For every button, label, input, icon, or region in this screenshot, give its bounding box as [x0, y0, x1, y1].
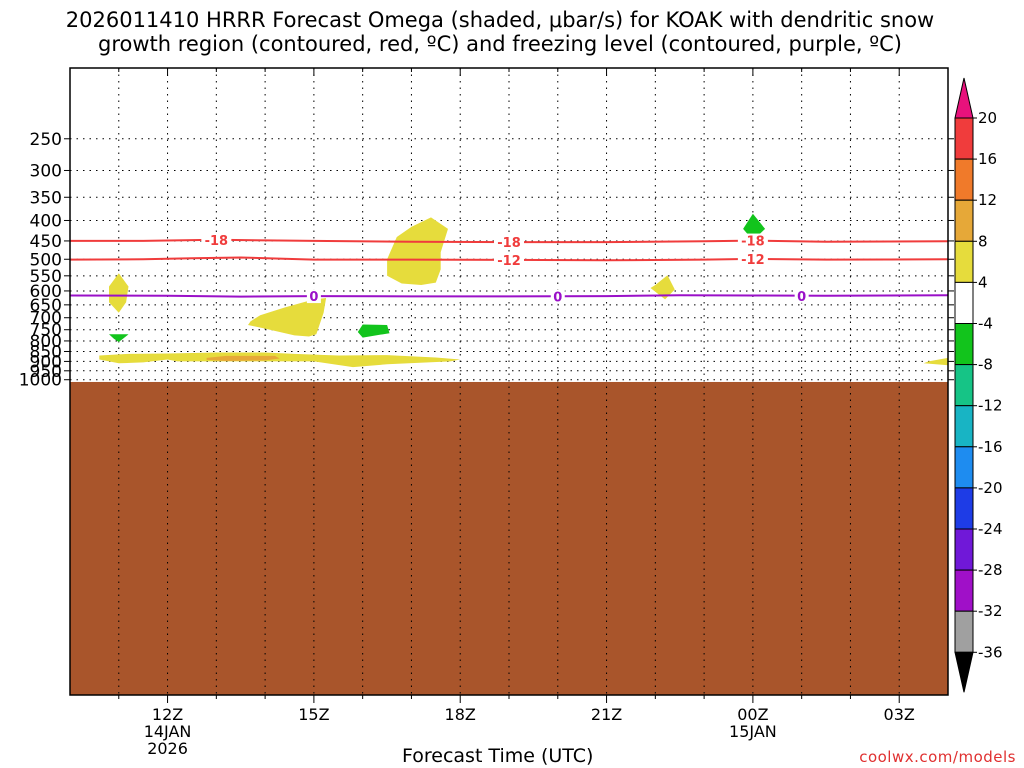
colorbar-label: -24: [978, 520, 1003, 538]
colorbar-label: -28: [978, 561, 1003, 579]
omega-shade: [650, 275, 675, 300]
x-tick-label: 21Z: [591, 705, 622, 724]
colorbar: 20 16 12 8 4 -4 -8 -12 -16 -20 -24 -28 -32 -36: [954, 77, 1003, 693]
y-tick-label: 500: [30, 250, 62, 270]
y-tick-label: 300: [30, 161, 62, 181]
y-tick-label: 600: [30, 282, 62, 302]
colorbar-label: 4: [978, 273, 988, 291]
y-tick-label: 900: [30, 352, 62, 372]
y-tick-label: 400: [30, 211, 62, 231]
colorbar-top-cap: [954, 77, 974, 119]
colorbar-label: -12: [978, 397, 1003, 415]
colorbar-label: -36: [978, 643, 1003, 661]
contour-label: -18: [497, 236, 521, 251]
colorbar-swatch: [954, 528, 974, 571]
ground-band: [70, 381, 948, 695]
colorbar-swatch: [954, 487, 974, 530]
y-tick-label: 950: [30, 362, 62, 382]
title-line-2: growth region (contoured, red, ºC) and f…: [98, 32, 902, 56]
omega-shade: [99, 352, 461, 368]
x-tick-sublabel: 2026: [147, 739, 188, 758]
contour-label: 0: [797, 290, 806, 305]
y-tick-label: 700: [30, 309, 62, 329]
colorbar-label: -16: [978, 438, 1003, 456]
y-tick-label: 800: [30, 332, 62, 352]
y-tick-label: 250: [30, 130, 62, 150]
contour-label: -12: [741, 253, 765, 268]
y-tick-label: 650: [30, 296, 62, 316]
colorbar-label: -8: [978, 356, 993, 374]
credit-text: coolwx.com/models: [859, 748, 1016, 766]
omega-shade: [357, 324, 390, 338]
contour-label-bg: [737, 251, 768, 266]
x-tick-label: 15Z: [298, 705, 329, 724]
x-axis-label: Forecast Time (UTC): [402, 745, 594, 767]
contour-label-bg: [794, 288, 809, 303]
contour-0: [69, 294, 949, 298]
y-tick-label: 450: [30, 232, 62, 252]
contour-label-bg: [494, 235, 524, 250]
colorbar-swatch: [954, 610, 974, 653]
contour-labels: -18 -18 -18 -12 -12 0 0 0: [201, 232, 809, 305]
colorbar-swatch: [954, 569, 974, 612]
colorbar-label: -32: [978, 602, 1003, 620]
colorbar-swatch: [954, 364, 974, 407]
y-tick-label: 1000: [19, 371, 62, 391]
omega-shade: [387, 217, 448, 285]
colorbar-label: -4: [978, 315, 993, 333]
colorbar-swatch: [954, 240, 974, 283]
contour-label: 0: [309, 290, 318, 305]
contour-label: -12: [497, 254, 521, 269]
omega-shade: [206, 355, 280, 361]
colorbar-label: 16: [978, 150, 997, 168]
x-tick-sublabel: 14JAN: [144, 722, 192, 741]
colorbar-label: 8: [978, 232, 988, 250]
contour-label-bg: [550, 289, 565, 304]
grid-lines: [70, 68, 948, 695]
contour-label-bg: [306, 289, 321, 304]
colorbar-swatch: [954, 323, 974, 366]
colorbar-label: 12: [978, 191, 997, 209]
contour-label-bg: [494, 252, 524, 267]
colorbar-label: -20: [978, 479, 1003, 497]
x-tick-label: 12Z: [152, 705, 183, 724]
x-tick-label: 18Z: [445, 705, 476, 724]
colorbar-bottom-cap: [954, 651, 974, 693]
colorbar-label: 20: [978, 109, 997, 127]
omega-shade: [248, 298, 327, 337]
contour-label: -18: [741, 235, 765, 250]
colorbar-swatch: [954, 117, 974, 160]
colorbar-swatch: [954, 158, 974, 201]
colorbar-swatch: [954, 281, 974, 324]
x-tick-label: 03Z: [884, 705, 915, 724]
colorbar-swatch: [954, 199, 974, 242]
y-tick-label: 350: [30, 188, 62, 208]
contour-label: 0: [553, 290, 562, 305]
colorbar-swatch: [954, 446, 974, 489]
chart-title: 2026011410 HRRR Forecast Omega (shaded, …: [0, 8, 1000, 56]
contour-label: -18: [205, 234, 229, 249]
x-tick-sublabel: 15JAN: [729, 722, 777, 741]
x-tick-label: 00Z: [737, 705, 768, 724]
title-line-1: 2026011410 HRRR Forecast Omega (shaded, …: [65, 8, 935, 32]
contour-label-bg: [737, 233, 768, 248]
shaded-regions: [99, 213, 948, 368]
omega-shade: [923, 357, 948, 366]
y-axis: 250 300 350 4004505005506006507007508008509…: [19, 130, 954, 391]
ground-layer: [70, 381, 948, 695]
y-tick-label: 850: [30, 342, 62, 362]
omega-shade: [109, 334, 129, 342]
y-tick-label: 750: [30, 321, 62, 341]
omega-shade: [109, 273, 129, 313]
contour-label-bg: [201, 232, 232, 247]
y-tick-label: 550: [30, 267, 62, 287]
colorbar-swatch: [954, 405, 974, 448]
